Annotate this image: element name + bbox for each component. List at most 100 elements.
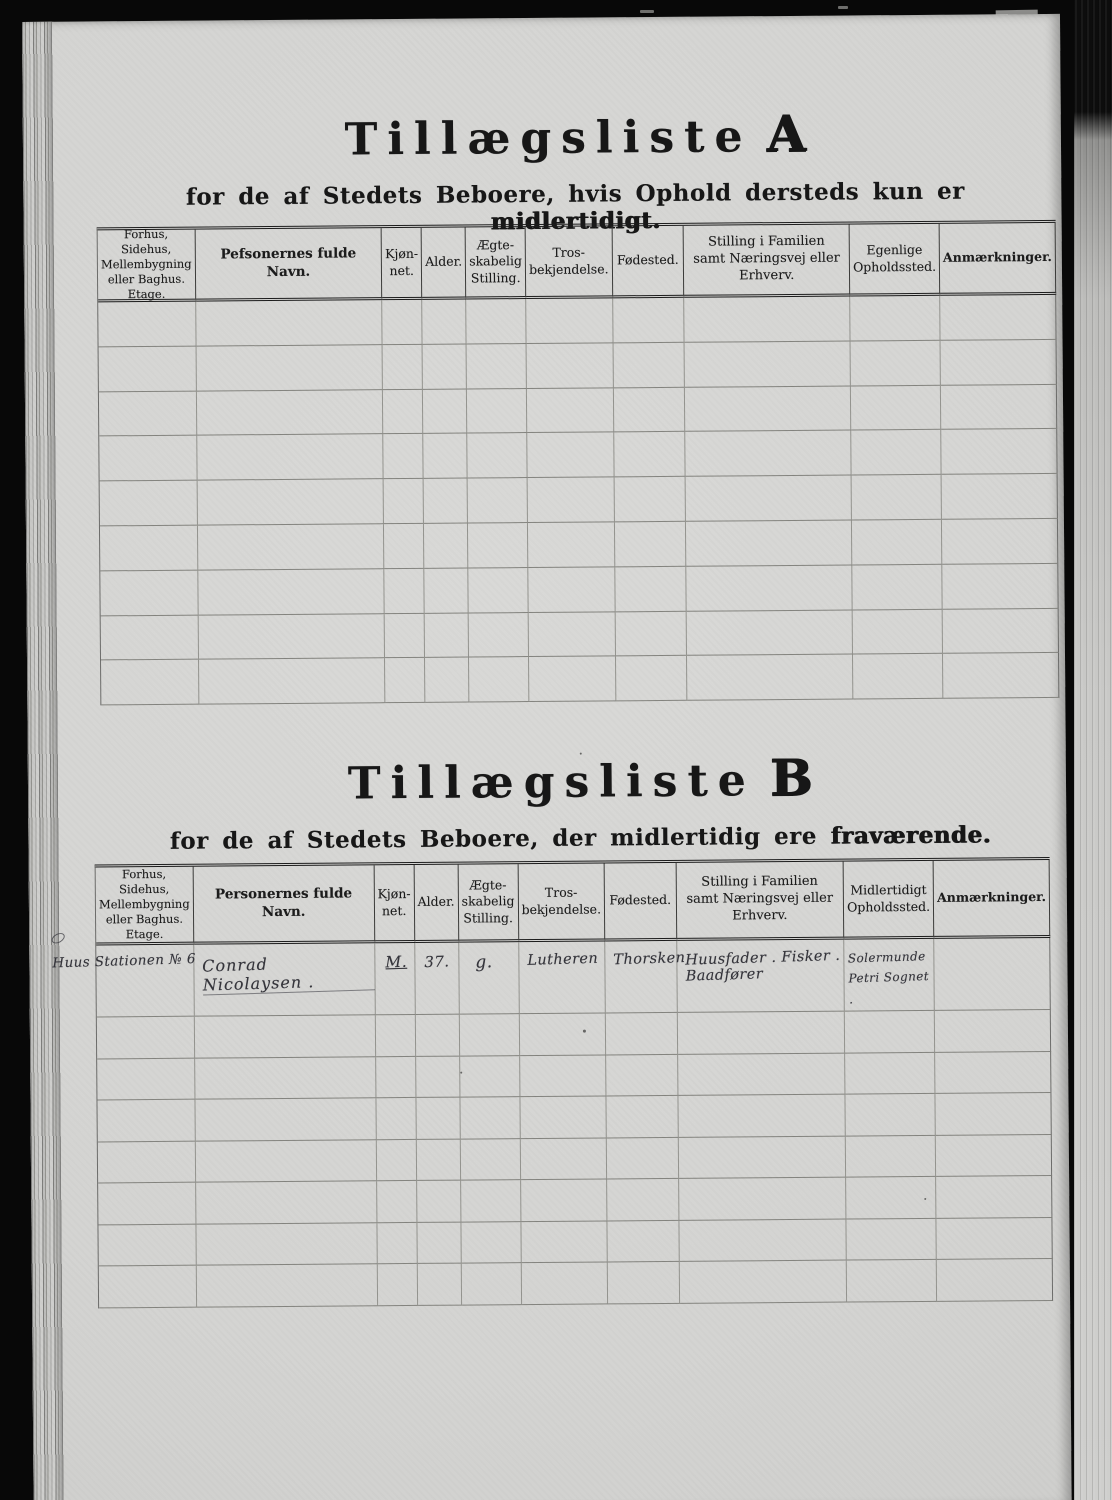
column-header: Ægte- skabelig Stilling. (465, 227, 527, 300)
table-cell (196, 1222, 378, 1266)
table-cell (685, 386, 852, 433)
table-cell (461, 1221, 522, 1264)
scan-speck (838, 6, 848, 9)
table-cell (520, 1137, 608, 1181)
table-cell (934, 1009, 1052, 1053)
table-cell (520, 1179, 608, 1222)
table-cell (677, 1053, 846, 1096)
table-cell (460, 1097, 521, 1140)
table-cell (196, 434, 384, 481)
column-header: Anmærkninger. (933, 859, 1051, 939)
table-cell (614, 521, 687, 568)
table-cell (197, 524, 385, 571)
section-b-title: Tillægsliste B (101, 746, 1059, 813)
table-cell (100, 570, 199, 616)
table-cell (678, 1136, 847, 1179)
section-a-title-block: Tillægsliste A for de af Stedets Beboere,… (96, 102, 1055, 239)
table-cell: Thorsken (605, 940, 686, 1014)
column-header: Fødested. (612, 225, 685, 299)
table-cell (97, 1058, 196, 1101)
table-cell (415, 1056, 461, 1098)
table-a: Forhus, Sidehus, Mellembygning eller Bag… (96, 219, 1060, 706)
table-cell (382, 299, 423, 345)
column-header: Personernes fulde Navn. (193, 865, 375, 945)
table-cell (679, 1219, 847, 1262)
table-cell (198, 613, 386, 661)
handwritten-entry: Thorsken (613, 950, 686, 969)
table-cell (96, 1016, 195, 1059)
table-cell (99, 436, 198, 482)
table-cell (526, 343, 614, 389)
column-header: Egenlige Opholdssted. (849, 223, 941, 297)
title-letter: A (766, 103, 806, 164)
table-cell (850, 385, 942, 431)
table-cell (195, 1098, 377, 1142)
table-cell (376, 1180, 418, 1223)
table-cell (935, 1051, 1052, 1094)
table-cell (198, 658, 386, 705)
paper-dot (460, 1071, 463, 1074)
table-cell (385, 658, 426, 704)
table-cell (940, 339, 1057, 386)
table-cell (851, 474, 943, 521)
table-cell (942, 608, 1059, 655)
table-cell (605, 1012, 678, 1055)
table-cell (529, 656, 616, 703)
table-cell (195, 1181, 378, 1225)
table-cell (468, 567, 529, 614)
table-cell (606, 1137, 679, 1180)
column-header: Pefsonernes fulde Navn. (195, 228, 383, 302)
table-cell (375, 1056, 417, 1099)
table-cell (677, 1011, 846, 1055)
table-cell (422, 299, 467, 345)
table-cell (195, 1139, 377, 1183)
table-cell (416, 1180, 462, 1223)
table-cell (686, 565, 853, 612)
table-cell: Conrad Nicolaysen . (193, 943, 376, 1017)
table-cell (853, 654, 944, 700)
table-cell (97, 1141, 196, 1184)
subtitle-text: for de af Stedets Beboere, hvis Ophold d… (185, 177, 965, 211)
table-cell (459, 1055, 521, 1098)
table-cell (607, 1220, 680, 1263)
table-cell (424, 523, 469, 569)
table-cell (375, 1014, 416, 1057)
table-cell (678, 1094, 846, 1138)
table-cell (852, 609, 944, 655)
table-cell (415, 1014, 460, 1057)
table-cell (98, 1265, 197, 1308)
title-text: Tillægsliste (347, 755, 756, 810)
table-cell (941, 474, 1058, 520)
column-header: Anmærkninger. (939, 222, 1057, 296)
census-page: Tillægsliste A for de af Stedets Beboere,… (22, 13, 1072, 1500)
table-cell (845, 1052, 936, 1095)
table-cell (460, 1138, 521, 1181)
table-cell (423, 433, 468, 480)
table-cell (846, 1176, 937, 1220)
table-cell (613, 342, 686, 388)
table-cell (527, 387, 614, 434)
table-cell (936, 1175, 1053, 1219)
handwritten-entry: M. (384, 952, 407, 972)
table-cell (687, 654, 854, 701)
column-header: Kjøn- net. (381, 227, 423, 301)
table-cell (377, 1222, 418, 1265)
handwritten-entry: Conrad Nicolaysen . (201, 951, 375, 996)
table-cell: g. (458, 942, 520, 1015)
table-cell (422, 344, 468, 390)
table-cell (607, 1178, 680, 1221)
table-cell (528, 522, 615, 568)
table-cell (613, 432, 686, 478)
table-cell (936, 1258, 1054, 1302)
table-cell (850, 295, 941, 342)
table-cell (678, 1177, 847, 1221)
column-header: Midlertidigt Opholdssted. (843, 860, 935, 940)
table-cell (466, 299, 527, 345)
table-cell (469, 657, 530, 703)
table-cell (416, 1097, 461, 1140)
column-header: Stilling i Familien samt Næringsvej elle… (683, 224, 851, 298)
scan-speck (640, 10, 654, 13)
table-cell: Solermunde Petri Sognet . (844, 938, 935, 1012)
table-b: Forhus, Sidehus, Mellembygning eller Bag… (52, 856, 1054, 1308)
table-cell: Lutheren (518, 941, 606, 1015)
